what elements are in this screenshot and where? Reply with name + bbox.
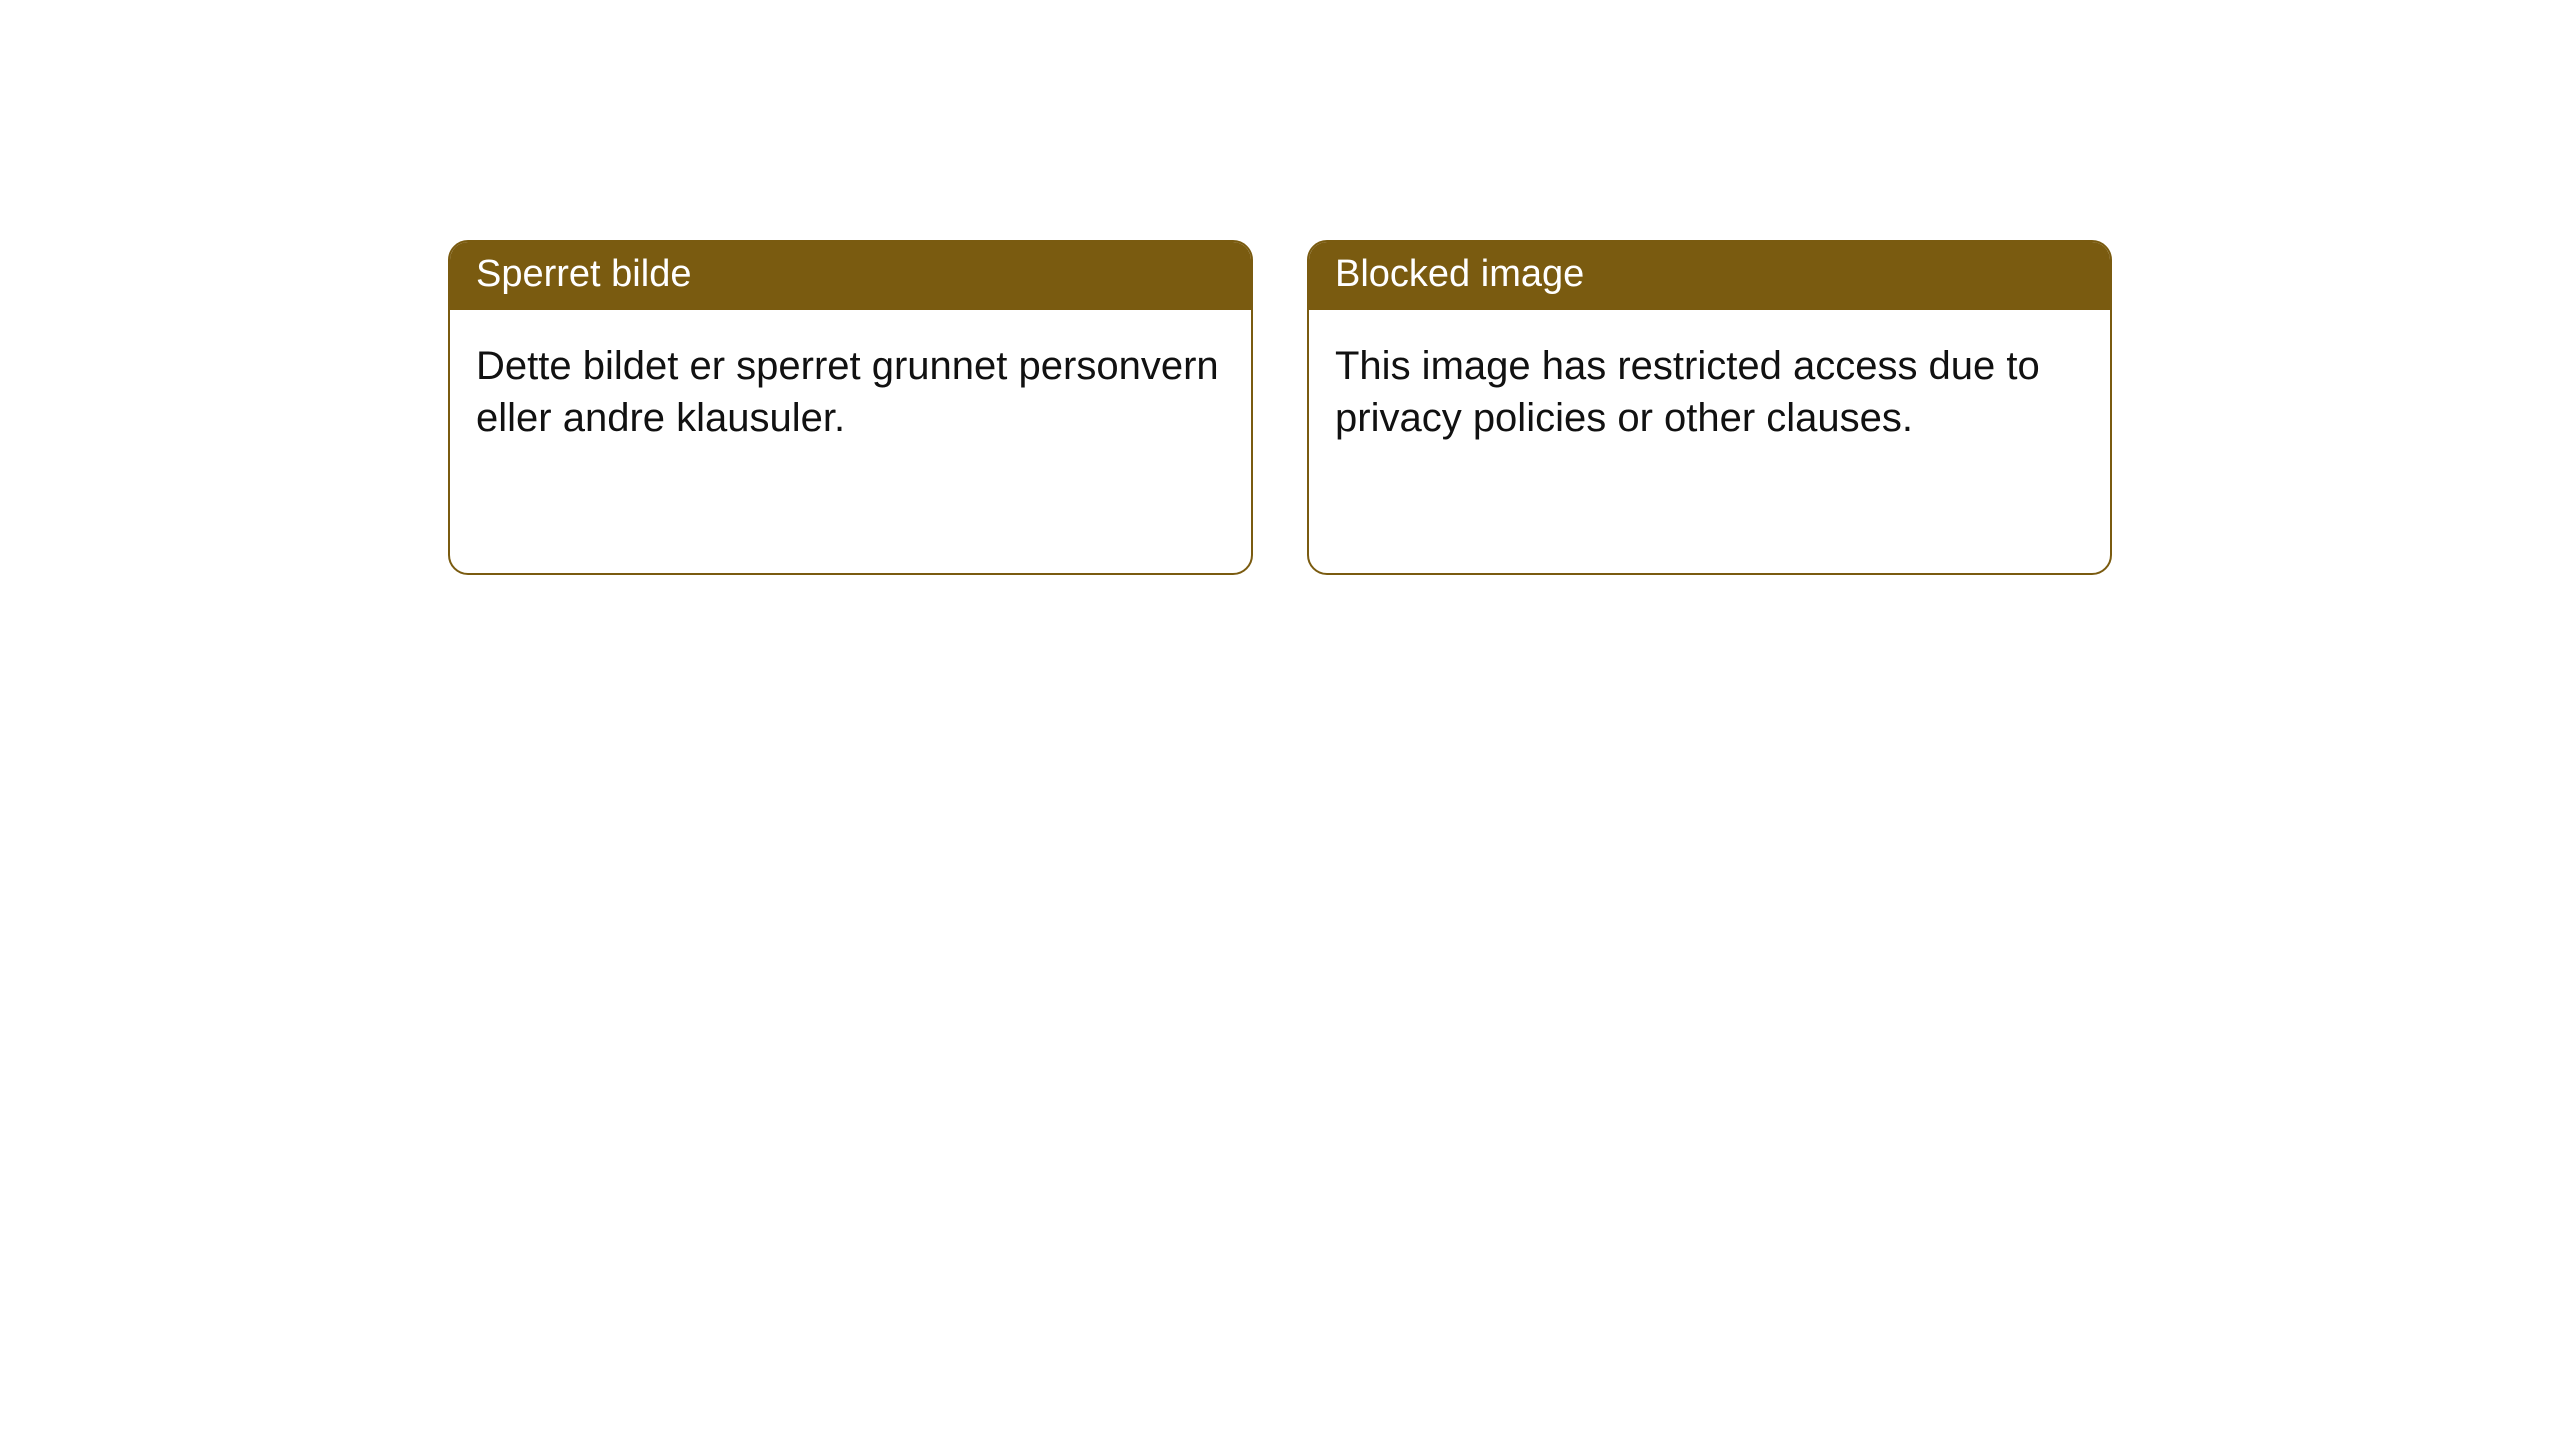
blocked-image-notices: Sperret bilde Dette bildet er sperret gr…	[448, 240, 2112, 575]
blocked-image-card-no: Sperret bilde Dette bildet er sperret gr…	[448, 240, 1253, 575]
blocked-image-title-en: Blocked image	[1309, 242, 2110, 310]
blocked-image-body-en: This image has restricted access due to …	[1309, 310, 2110, 464]
blocked-image-title-no: Sperret bilde	[450, 242, 1251, 310]
blocked-image-card-en: Blocked image This image has restricted …	[1307, 240, 2112, 575]
page-root: Sperret bilde Dette bildet er sperret gr…	[0, 0, 2560, 1440]
blocked-image-body-no: Dette bildet er sperret grunnet personve…	[450, 310, 1251, 464]
